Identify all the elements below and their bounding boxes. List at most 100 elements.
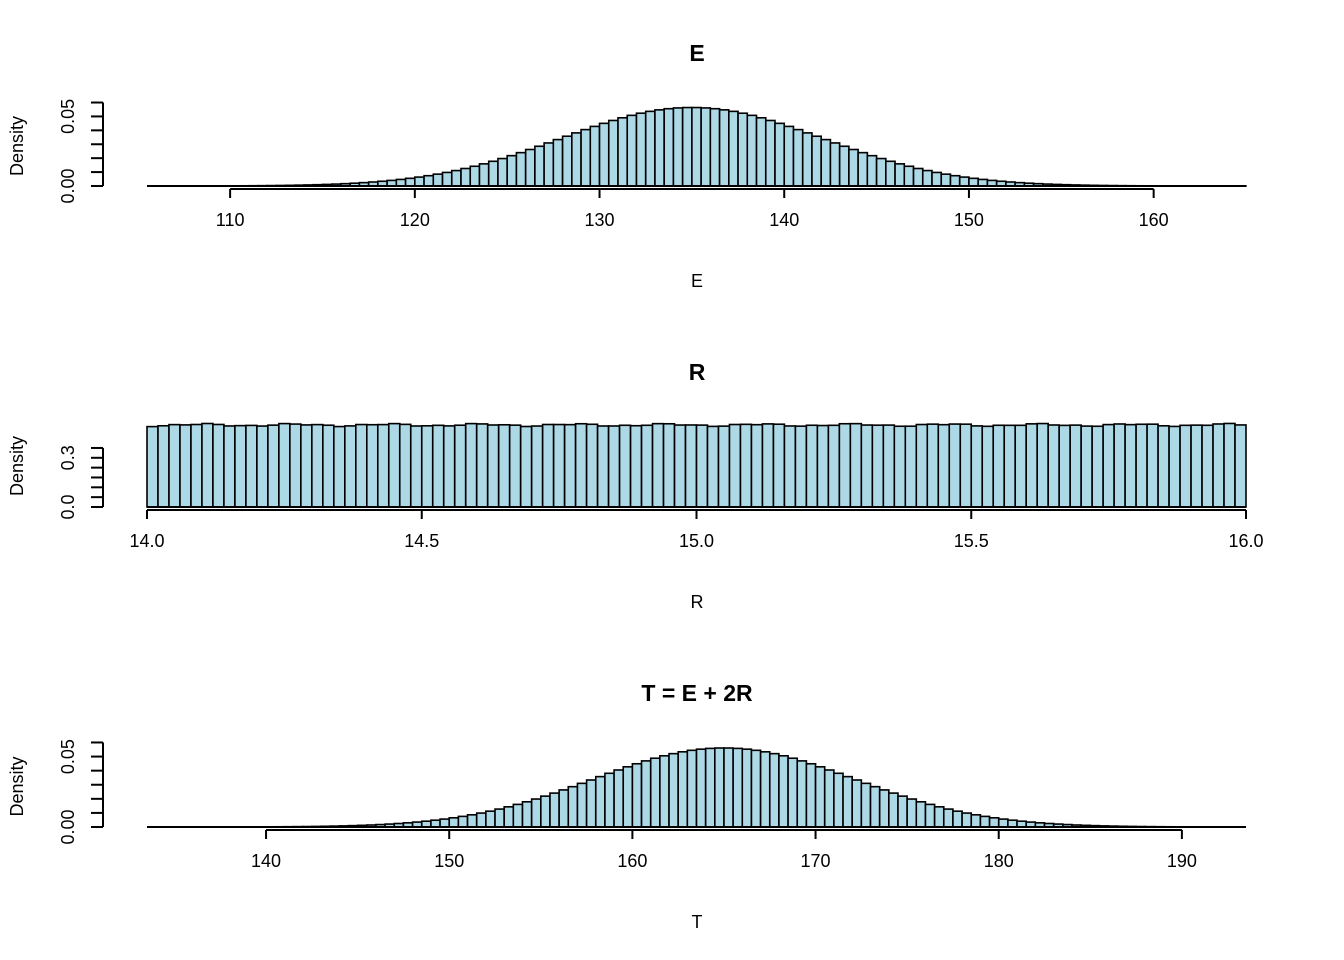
histogram-bar <box>772 423 786 508</box>
histogram-bar <box>618 424 632 508</box>
histogram-bar <box>1091 425 1104 508</box>
histogram-bar <box>814 766 826 828</box>
histogram-bar <box>503 806 515 828</box>
bars <box>155 106 1247 187</box>
histogram-bar <box>1014 424 1028 508</box>
histogram-bar <box>1157 425 1170 508</box>
histogram-bar <box>1179 424 1192 508</box>
histogram-bar <box>333 425 346 508</box>
histogram-bar <box>439 818 451 828</box>
histogram-bar <box>904 425 918 508</box>
histogram-bar <box>571 132 582 187</box>
histogram-bar <box>414 176 425 187</box>
x-tick-label: 150 <box>954 210 984 230</box>
histogram-bar <box>981 425 995 508</box>
histogram-bar <box>912 167 924 187</box>
histogram-bar <box>1135 423 1148 508</box>
histogram-bar <box>882 424 896 508</box>
histogram-bar <box>714 747 725 828</box>
histogram-bar <box>659 754 670 828</box>
histogram-bar <box>530 425 544 508</box>
x-tick-label: 110 <box>216 210 245 230</box>
histogram-bar <box>409 425 423 508</box>
histogram-bar <box>768 752 780 828</box>
histogram-bar <box>450 169 462 187</box>
histogram-bar <box>1036 422 1049 508</box>
histogram-bar <box>1146 423 1159 508</box>
histogram-bar <box>915 800 927 828</box>
histogram-bar <box>677 751 689 828</box>
histogram-bar <box>585 779 597 828</box>
histogram-bar <box>234 424 247 508</box>
histogram-bar <box>1007 819 1018 828</box>
x-tick-label: 150 <box>434 851 464 871</box>
y-tick-label: 0.0 <box>58 494 78 519</box>
histogram-bar <box>534 145 545 187</box>
histogram-bar <box>686 749 698 828</box>
x-tick-label: 14.5 <box>404 531 439 551</box>
histogram-bar <box>952 810 963 828</box>
histogram-bar <box>833 772 844 828</box>
histogram-bar <box>737 112 749 187</box>
histogram-bar <box>376 423 390 508</box>
histogram-bar <box>958 176 970 187</box>
x-tick-label: 120 <box>400 210 430 230</box>
histogram-bar <box>970 814 982 828</box>
histogram-bar <box>635 112 647 187</box>
histogram-bar <box>441 171 453 187</box>
histogram-bar <box>223 425 236 508</box>
histogram-bar <box>201 422 214 508</box>
histogram-bar <box>829 142 841 187</box>
histogram-bar <box>672 107 684 187</box>
x-axis-label: R <box>691 592 704 612</box>
histogram-bar <box>512 803 524 828</box>
histogram-bar <box>820 138 832 187</box>
histogram-bar <box>942 808 954 828</box>
histogram-bar <box>486 424 500 508</box>
histogram-bar <box>728 423 742 508</box>
histogram-bar <box>355 423 368 508</box>
histogram-bar <box>921 169 933 187</box>
histogram-bar <box>521 800 533 828</box>
histogram-bar <box>988 817 1000 828</box>
x-tick-label: 160 <box>617 851 647 871</box>
histogram-bar <box>933 806 945 828</box>
histogram-bar <box>530 798 542 828</box>
histogram-bar <box>750 423 764 508</box>
histogram-bar <box>631 762 643 828</box>
histogram-bar <box>888 792 899 828</box>
x-tick-label: 180 <box>984 851 1014 871</box>
histogram-bar <box>849 422 863 508</box>
histogram-bar <box>146 425 159 508</box>
histogram-bar <box>823 769 835 828</box>
histogram-bar <box>1069 424 1082 508</box>
histogram-bar <box>827 424 841 508</box>
histogram-bar <box>842 775 853 828</box>
histogram-bar <box>709 107 721 187</box>
x-tick-label: 16.0 <box>1228 531 1263 551</box>
x-tick-label: 140 <box>251 851 281 871</box>
histogram-bar <box>640 760 652 828</box>
histogram-bar <box>700 107 712 187</box>
histogram-bar <box>300 424 313 508</box>
chart-title: R <box>689 359 706 385</box>
histogram-bar <box>453 424 467 508</box>
histogram-bar <box>596 425 610 508</box>
histogram-bar <box>1080 425 1093 508</box>
histogram-bar <box>563 423 577 508</box>
histogram-panel-2: 14.0 14.5 15.0 15.5 16.0 0.0 0.3 Density R R <box>7 359 1264 612</box>
histogram-bar <box>875 157 887 187</box>
histogram-bar <box>717 425 731 508</box>
x-tick-label: 15.0 <box>679 531 714 551</box>
histogram-bar <box>871 424 885 508</box>
histogram-bar <box>344 425 357 508</box>
histogram-bar <box>478 163 490 187</box>
histogram-bar <box>1234 424 1247 508</box>
histogram-bar <box>885 160 896 187</box>
histogram-bar <box>838 145 850 187</box>
histogram-bar <box>903 165 915 187</box>
histogram-bar <box>1168 425 1181 508</box>
histogram-bar <box>897 795 908 828</box>
histogram-bar <box>997 818 1009 828</box>
histogram-bar <box>651 422 665 508</box>
